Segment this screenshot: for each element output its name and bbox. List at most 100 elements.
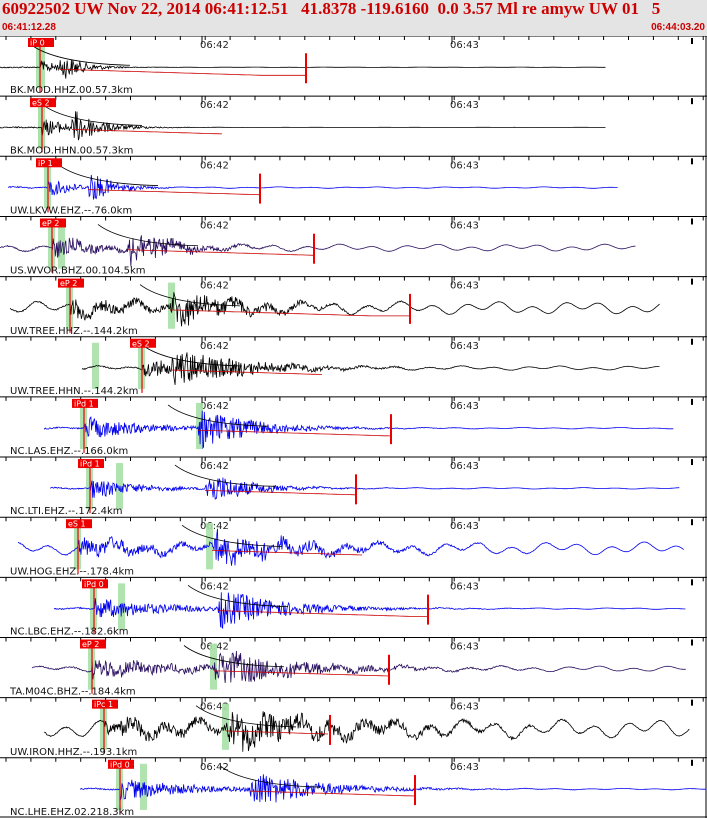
- pick-label: eS 2: [32, 99, 50, 108]
- end-tick: [691, 759, 693, 766]
- start-time: 06:41:12.28: [2, 22, 56, 33]
- pick-label: iPd 0: [110, 760, 130, 769]
- pick-label: eS 1: [68, 520, 86, 529]
- waveform-trace: [9, 292, 660, 327]
- coda-fit-line: [217, 610, 428, 617]
- end-time: 06:44:03.20: [651, 22, 705, 33]
- coda-fit-line: [59, 68, 306, 76]
- arrival-curve: [29, 43, 131, 66]
- pick-label: iPd 0: [84, 580, 104, 589]
- waveform-trace: [43, 410, 674, 450]
- end-tick: [691, 158, 693, 165]
- waveform-trace: [0, 235, 636, 267]
- end-tick: [691, 639, 693, 646]
- pick-flag: [58, 278, 84, 288]
- s-window: [210, 643, 217, 690]
- waveform-trace: [17, 528, 684, 566]
- station-label: NC.LTI.EHZ.--.172.4km: [10, 506, 123, 517]
- end-tick: [691, 338, 693, 345]
- arrival-curve: [97, 224, 199, 247]
- pick-flag: [130, 338, 156, 348]
- time-label: 06:43: [450, 702, 479, 713]
- time-label: 06:43: [450, 100, 479, 111]
- station-label: NC.LBC.EHZ.--.182.6km: [10, 627, 128, 638]
- station-label: NC.LHE.EHZ.02.218.3km: [10, 807, 134, 818]
- station-label: UW.TREE.HHN.--.144.2km: [10, 386, 138, 397]
- pick-label: iPd 1: [80, 460, 100, 469]
- arrival-curve: [187, 585, 289, 608]
- station-label: BK.MOD.HHN.00.57.3km: [10, 145, 133, 156]
- time-label: 06:43: [450, 40, 479, 51]
- time-label: 06:43: [450, 160, 479, 171]
- coda-fit-line: [213, 670, 389, 677]
- coda-fit-line: [169, 309, 410, 317]
- s-window: [222, 703, 229, 750]
- end-tick: [691, 398, 693, 405]
- pick-label: iP 0: [30, 39, 45, 48]
- time-label: 06:42: [200, 762, 229, 773]
- pick-flag: [30, 98, 56, 108]
- pick-label: iPc 1: [94, 700, 113, 709]
- pick-flag: [78, 459, 104, 469]
- pick-label: iPd 1: [74, 399, 94, 408]
- arrival-curve: [139, 284, 241, 307]
- coda-fit-line: [225, 730, 329, 735]
- pick-label: eP 2: [82, 640, 99, 649]
- pick-flag: [40, 218, 66, 228]
- pick-label: eP 2: [60, 279, 77, 288]
- end-tick: [691, 699, 693, 706]
- time-label: 06:43: [450, 401, 479, 412]
- time-label: 06:42: [200, 160, 229, 171]
- time-label: 06:42: [200, 341, 229, 352]
- seismogram-panel[interactable]: 06:42 06:43 iP 0 BK.MOD.HHZ.00.57.3km 06:42 0…: [0, 36, 707, 818]
- arrival-curve: [183, 645, 285, 668]
- station-label: UW.IRON.HHZ.--.193.1km: [10, 747, 137, 758]
- time-label: 06:43: [450, 220, 479, 231]
- waveform-trace: [81, 352, 660, 385]
- arrival-curve: [219, 765, 321, 788]
- time-label: 06:43: [450, 581, 479, 592]
- coda-fit-line: [197, 429, 391, 437]
- station-label: TA.M04C.BHZ.--.184.4km: [9, 687, 136, 698]
- time-label: 06:42: [200, 220, 229, 231]
- pick-label: eS 2: [132, 339, 150, 348]
- time-label: 06:43: [450, 281, 479, 292]
- time-label: 06:43: [450, 762, 479, 773]
- arrival-curve: [141, 344, 243, 367]
- event-header: 60922502 UW Nov 22, 2014 06:41:12.51 41.…: [0, 0, 707, 36]
- time-label: 06:42: [200, 702, 229, 713]
- end-tick: [691, 98, 693, 105]
- waveform-trace: [49, 477, 680, 501]
- pick-flag: [28, 38, 54, 47]
- pick-flag: [92, 699, 118, 709]
- time-label: 06:42: [200, 40, 229, 51]
- event-title: 60922502 UW Nov 22, 2014 06:41:12.51 41.…: [2, 0, 661, 18]
- waveform-trace: [0, 59, 606, 79]
- arrival-curve: [174, 464, 276, 487]
- end-tick: [691, 218, 693, 225]
- time-label: 06:43: [450, 341, 479, 352]
- coda-fit-line: [204, 489, 356, 496]
- time-label: 06:42: [200, 581, 229, 592]
- station-label: US.WVOR.BHZ.00.104.5km: [10, 266, 146, 277]
- arrival-curve: [57, 163, 159, 186]
- end-tick: [691, 459, 693, 466]
- time-label: 06:42: [200, 461, 229, 472]
- time-label: 06:42: [200, 521, 229, 532]
- time-label: 06:43: [450, 461, 479, 472]
- pick-label: iP 1: [38, 159, 53, 168]
- end-tick: [691, 519, 693, 526]
- pick-flag: [66, 519, 92, 529]
- station-label: BK.MOD.HHZ.00.57.3km: [10, 85, 133, 96]
- coda-fit-line: [211, 550, 363, 556]
- coda-fit-line: [87, 189, 260, 196]
- time-label: 06:42: [200, 281, 229, 292]
- pick-label: eP 2: [42, 219, 59, 228]
- time-label: 06:42: [200, 401, 229, 412]
- end-tick: [691, 579, 693, 586]
- s-window: [116, 463, 123, 510]
- waveform-trace: [43, 711, 690, 752]
- waveform-trace: [7, 174, 618, 201]
- arrival-curve: [167, 404, 269, 427]
- time-label: 06:43: [450, 521, 479, 532]
